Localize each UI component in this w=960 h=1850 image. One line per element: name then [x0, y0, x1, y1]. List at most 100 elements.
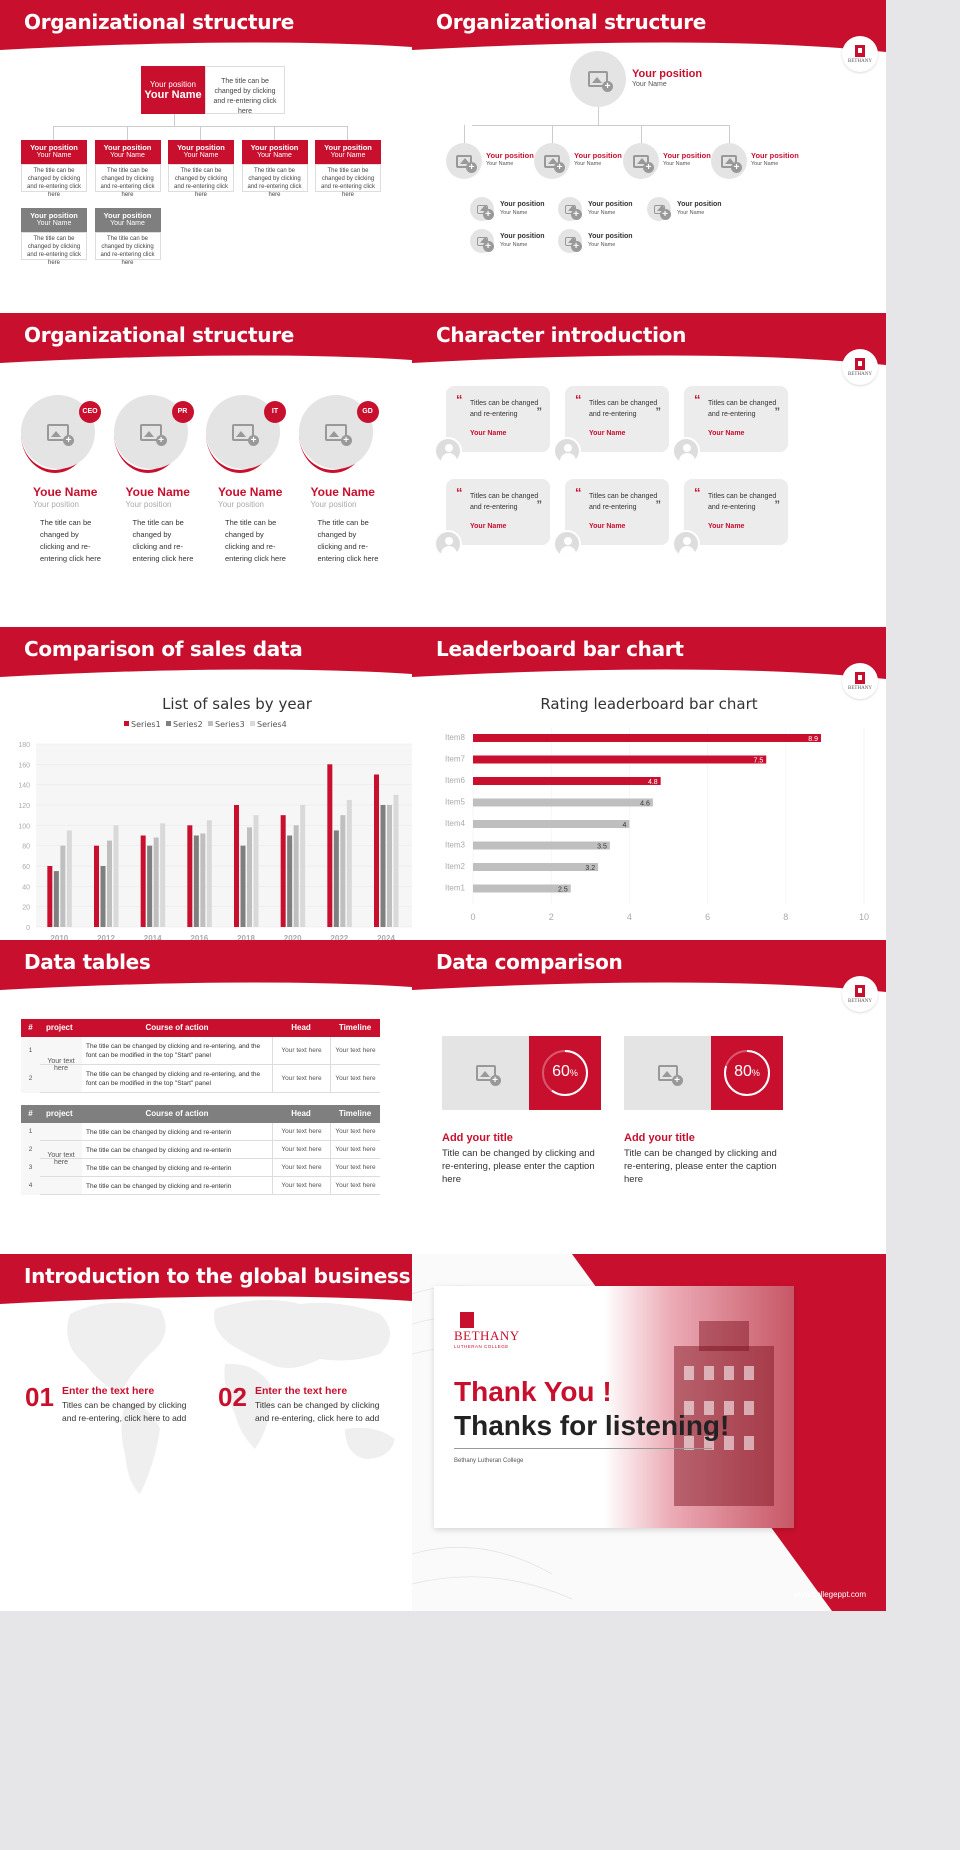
image-placeholder-icon: [564, 204, 582, 220]
bar: [60, 845, 66, 927]
item-title: Enter the text here: [62, 1385, 155, 1397]
bar: [393, 794, 399, 927]
org-box-desc: The title can be changed by clicking and…: [21, 232, 87, 266]
slide-27[interactable]: Leaderboard bar chart BETHANY Rating lea…: [412, 627, 886, 984]
table-row-divider: [21, 1064, 380, 1065]
thank-you-heading: Thank You !: [454, 1376, 612, 1407]
table-header-cell: Head: [291, 1023, 311, 1032]
close-quote-icon: ”: [655, 499, 662, 511]
avatar-head: [564, 537, 572, 545]
head-cell: Your text here: [272, 1177, 330, 1195]
close-quote-icon: ”: [536, 406, 543, 418]
org-box-header: Your position Your Name: [315, 140, 381, 164]
person-desc: The title can be changed by clicking and…: [225, 518, 286, 563]
image-placeholder-icon: [324, 423, 352, 446]
org-box-header: Your position Your Name: [94, 140, 161, 164]
timeline-cell: Your text here: [330, 1141, 380, 1159]
table-row-divider: [21, 1158, 380, 1159]
position-label: Your position: [751, 151, 799, 160]
percent-value: 80: [734, 1063, 752, 1080]
bar: [53, 871, 59, 927]
quote-card: “ ” Titles can be changed and re-entering Y…: [684, 386, 788, 452]
bar: [234, 805, 239, 927]
avatar-head: [445, 444, 453, 452]
bar: [473, 777, 661, 785]
quote-text: Titles can be changed and re-entering: [470, 400, 539, 418]
slide-header: Organizational structure BETHANY: [0, 313, 474, 385]
slide-29[interactable]: Data comparison BETHANY 29 60%Add your t…: [412, 940, 886, 1297]
bar: [346, 799, 352, 927]
data-label: 2.5: [558, 887, 568, 894]
bar: [280, 815, 286, 927]
slide-25[interactable]: Character introduction BETHANY 25 “”Titl…: [412, 313, 886, 670]
slide-22[interactable]: Organizational structure BETHANY Your po…: [0, 0, 474, 357]
quote-author: Your Name: [470, 523, 507, 530]
course-cell: The title can be changed by clicking and…: [86, 1128, 232, 1136]
chart-title: List of sales by year: [162, 695, 313, 713]
org-box-desc: The title can be changed by clicking and…: [94, 232, 161, 266]
name-label: Your Name: [330, 152, 366, 159]
head-cell: Your text here: [272, 1123, 330, 1141]
y-tick-label: 0: [26, 925, 30, 932]
position-label: Your position: [500, 233, 545, 240]
y-tick-label: 140: [18, 783, 30, 790]
bar: [287, 835, 293, 927]
timeline-cell: Your text here: [330, 1037, 380, 1065]
quote-text: Titles can be changed and re-entering: [470, 493, 539, 511]
table-header-cell: project: [46, 1109, 73, 1118]
image-placeholder-icon: [544, 154, 565, 173]
card-title: Add your title: [624, 1132, 695, 1144]
college-logo: BETHANY: [842, 663, 878, 699]
x-tick-label: 2020: [284, 934, 302, 943]
website-url[interactable]: www.collegeppt.com: [793, 1590, 866, 1599]
avatar-head: [445, 537, 453, 545]
y-tick-label: 80: [22, 844, 30, 851]
slide-header: Data tables BETHANY: [0, 940, 474, 1012]
slide-header: Character introduction BETHANY: [412, 313, 886, 385]
member-avatar: [711, 143, 747, 179]
y-tick-label: 100: [18, 823, 30, 830]
slide-header: Leaderboard bar chart BETHANY: [412, 627, 886, 699]
org-top-desc: The title can be changed by clicking and…: [205, 66, 285, 115]
slide-23[interactable]: Organizational structure BETHANY Your po…: [412, 0, 886, 357]
name-label: Your Name: [36, 152, 72, 159]
person-position: Your position: [33, 500, 79, 509]
x-tick-label: 2022: [330, 934, 348, 943]
campus-photo: [604, 1286, 794, 1528]
legend-label: Series4: [257, 720, 287, 729]
image-placeholder-icon: [475, 1065, 501, 1086]
slide-header: Introduction to the global business BETH…: [0, 1254, 474, 1326]
position-label: Your position: [103, 143, 152, 152]
quote-card: “ ” Titles can be changed and re-entering Y…: [446, 479, 550, 545]
position-label: Your position: [588, 233, 633, 240]
y-tick-label: Item8: [445, 733, 466, 742]
avatar-head: [683, 444, 691, 452]
user-avatar-icon: [434, 530, 462, 558]
table-row-divider: [21, 1140, 380, 1141]
slide-24[interactable]: Organizational structure BETHANY 24 CEOY…: [0, 313, 474, 670]
person-name: Youe Name: [33, 485, 98, 499]
y-tick-label: 160: [18, 762, 30, 769]
quote-author: Your Name: [708, 430, 745, 437]
org-box-desc: The title can be changed by clicking and…: [94, 164, 161, 198]
name-label: Your Name: [500, 210, 528, 216]
org-box-desc: The title can be changed by clicking and…: [168, 164, 234, 198]
x-tick-label: 6: [705, 912, 710, 922]
slide-31[interactable]: BETHANY LUTHERAN COLLEGE Thank You ! Tha…: [412, 1254, 886, 1611]
close-quote-icon: ”: [655, 406, 662, 418]
bar: [473, 755, 767, 764]
head-cell: Your text here: [272, 1159, 330, 1177]
slide-26[interactable]: Comparison of sales data BETHANY List of…: [0, 627, 474, 984]
slide-30[interactable]: Introduction to the global business BETH…: [0, 1254, 474, 1611]
position-label: Your position: [588, 201, 633, 208]
name-label: Your Name: [500, 242, 528, 248]
connector: [347, 126, 348, 140]
slide-title: Data comparison: [436, 950, 623, 974]
quote-author: Your Name: [708, 523, 745, 530]
course-cell: The title can be changed by clicking and…: [86, 1182, 232, 1190]
connector: [126, 126, 128, 140]
project-cell: Your text here: [40, 1123, 82, 1195]
name-label: Your Name: [663, 161, 691, 167]
